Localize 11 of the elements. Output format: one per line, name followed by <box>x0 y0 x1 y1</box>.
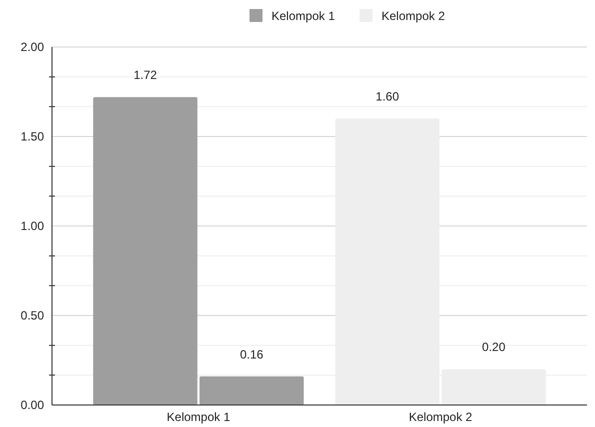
y-tick-label: 2.00 <box>20 40 44 54</box>
legend-label: Kelompok 2 <box>382 9 446 23</box>
data-label: 1.60 <box>376 90 400 104</box>
y-tick-label: 0.50 <box>20 308 44 322</box>
data-label: 0.20 <box>482 340 506 354</box>
y-tick-label: 1.50 <box>20 130 44 144</box>
legend-label: Kelompok 1 <box>272 9 336 23</box>
data-label: 0.16 <box>240 347 264 362</box>
y-tick-label: 0.00 <box>20 398 44 412</box>
data-label: 1.72 <box>134 68 158 82</box>
y-tick-label: 1.00 <box>20 219 44 233</box>
